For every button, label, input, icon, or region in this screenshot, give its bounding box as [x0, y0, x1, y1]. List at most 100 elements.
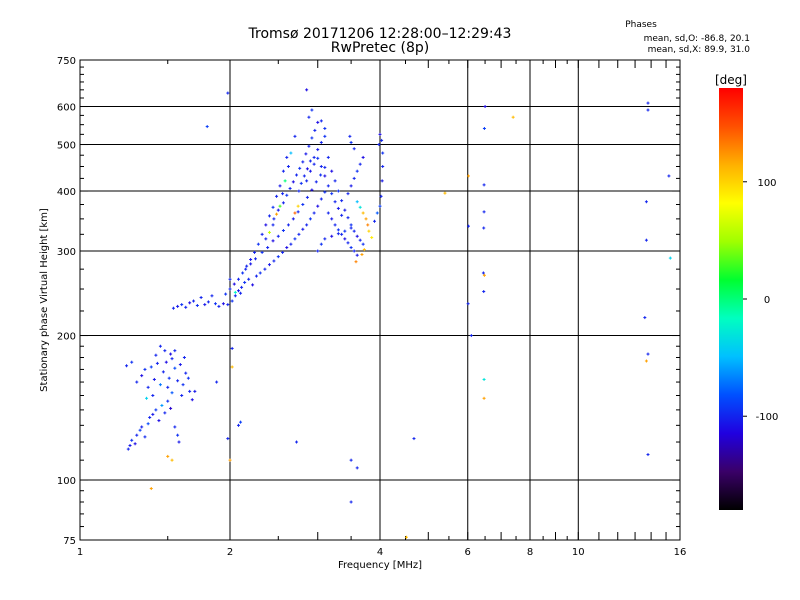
data-point	[276, 208, 280, 212]
data-point	[169, 352, 173, 356]
data-point	[305, 179, 309, 183]
data-point	[349, 184, 353, 188]
data-point-v	[282, 250, 284, 254]
data-point	[323, 134, 327, 138]
data-point	[308, 159, 312, 163]
data-point	[305, 195, 309, 199]
data-point	[361, 211, 365, 215]
data-point	[312, 211, 316, 215]
data-point	[217, 304, 221, 308]
data-point	[249, 262, 253, 266]
data-point-v	[327, 155, 329, 159]
data-point	[186, 376, 190, 380]
data-point	[323, 190, 327, 194]
data-point	[173, 349, 177, 353]
data-point	[133, 442, 137, 446]
data-point	[668, 256, 672, 260]
data-point-v	[309, 169, 311, 173]
data-point-v	[127, 447, 129, 451]
data-point-v	[302, 227, 304, 231]
data-point	[301, 227, 305, 231]
data-point-v	[350, 226, 352, 230]
data-point-v	[282, 229, 284, 233]
data-point-v	[144, 367, 146, 371]
data-point-v	[244, 280, 246, 284]
y-tick-label: 100	[57, 476, 76, 487]
data-point	[151, 394, 155, 398]
data-point-v	[334, 200, 336, 204]
data-point-v	[289, 186, 291, 190]
data-point	[253, 257, 257, 261]
data-point	[375, 211, 379, 215]
data-point	[281, 250, 285, 254]
data-point-v	[287, 164, 289, 168]
data-point	[130, 438, 134, 442]
data-point-v	[227, 437, 229, 441]
data-point-v	[272, 239, 274, 243]
data-point-v	[272, 205, 274, 209]
data-point-v	[141, 425, 143, 429]
data-point-v	[327, 184, 329, 188]
data-point	[366, 223, 370, 227]
data-point	[355, 253, 359, 257]
data-point-v	[363, 248, 365, 252]
data-point-v	[174, 349, 176, 353]
data-point	[355, 234, 359, 238]
data-point-v	[240, 291, 242, 295]
data-point-v	[292, 217, 294, 221]
data-point	[323, 126, 327, 130]
data-point	[188, 301, 192, 305]
data-point-v	[356, 253, 358, 257]
data-point	[646, 352, 650, 356]
data-point	[163, 411, 167, 415]
data-point	[233, 294, 237, 298]
data-point-v	[287, 223, 289, 227]
data-point-v	[331, 169, 333, 173]
data-point	[236, 423, 240, 427]
data-point-v	[324, 134, 326, 138]
data-point-v	[255, 274, 257, 278]
data-point-v	[309, 159, 311, 163]
data-point-v	[324, 174, 326, 178]
data-point-v	[350, 458, 352, 462]
data-point	[230, 365, 234, 369]
data-point-v	[320, 173, 322, 177]
data-point	[135, 380, 139, 384]
data-point-v	[341, 213, 343, 217]
data-point-v	[331, 217, 333, 221]
y-axis-label: Stationary phase Virtual Height [km]	[39, 208, 50, 392]
data-point-v	[334, 179, 336, 183]
data-point	[245, 264, 249, 268]
data-point-v	[647, 453, 649, 457]
data-point	[177, 440, 181, 444]
data-point-v	[246, 264, 248, 268]
data-point-v	[300, 181, 302, 185]
data-point-v	[482, 271, 484, 275]
data-point-v	[305, 152, 307, 156]
data-point-v	[231, 299, 233, 303]
data-point	[299, 181, 303, 185]
data-point-v	[187, 376, 189, 380]
data-point	[305, 167, 309, 171]
data-point-v	[444, 191, 446, 195]
data-point	[340, 213, 344, 217]
data-point	[169, 406, 173, 410]
data-point	[143, 367, 147, 371]
data-point	[275, 212, 279, 216]
data-point-v	[347, 241, 349, 245]
data-point	[305, 88, 309, 92]
data-point	[333, 223, 337, 227]
data-point	[190, 398, 194, 402]
data-point	[178, 363, 182, 367]
data-point	[323, 237, 327, 241]
data-point	[192, 299, 196, 303]
data-point	[346, 192, 350, 196]
data-point-v	[273, 217, 275, 221]
data-point	[644, 238, 648, 242]
data-point	[251, 283, 255, 287]
data-point	[349, 140, 353, 144]
data-point-v	[153, 377, 155, 381]
data-point-v	[314, 128, 316, 132]
data-point	[226, 437, 230, 441]
data-point	[340, 199, 344, 203]
